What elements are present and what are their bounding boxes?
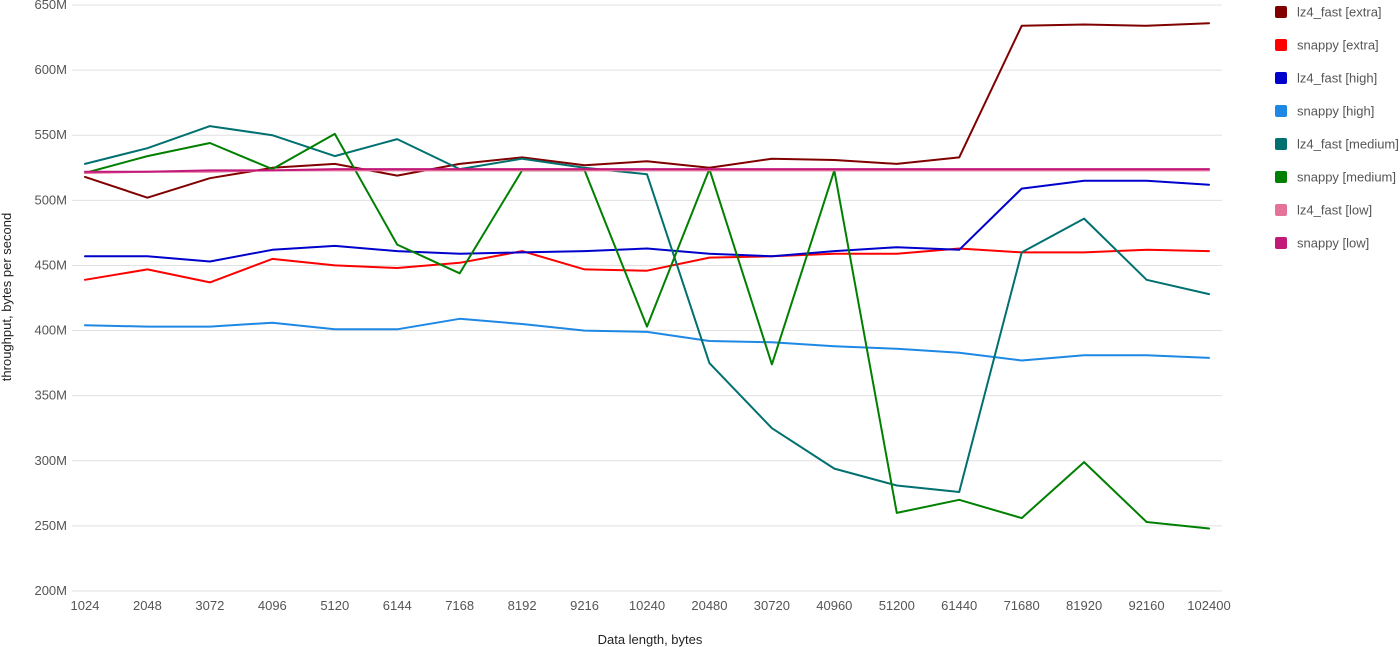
legend-item[interactable]: snappy [high] — [1275, 104, 1374, 119]
x-tick-label: 10240 — [629, 598, 665, 613]
y-tick-label: 200M — [34, 583, 67, 598]
y-tick-label: 250M — [34, 518, 67, 533]
y-tick-label: 550M — [34, 127, 67, 142]
x-tick-label: 5120 — [320, 598, 349, 613]
x-tick-label: 102400 — [1187, 598, 1230, 613]
legend-swatch — [1275, 72, 1287, 84]
series-line-4 — [84, 125, 1210, 493]
x-tick-label: 7168 — [445, 598, 474, 613]
legend-label: lz4_fast [high] — [1297, 71, 1377, 86]
legend-item[interactable]: snappy [low] — [1275, 236, 1369, 251]
x-tick-label: 6144 — [383, 598, 412, 613]
legend-swatch — [1275, 204, 1287, 216]
x-tick-label: 1024 — [71, 598, 100, 613]
legend-label: lz4_fast [medium] — [1297, 137, 1399, 152]
y-axis-title: throughput, bytes per second — [0, 213, 14, 381]
x-axis-title: Data length, bytes — [598, 632, 703, 647]
series-line-5 — [84, 132, 1210, 530]
series-line-3 — [84, 317, 1210, 362]
x-tick-label: 9216 — [570, 598, 599, 613]
x-axis-ticks: 1024 2048 3072 4096 5120 6144 7168 8192 9216 1024… — [71, 598, 1231, 613]
x-tick-label: 4096 — [258, 598, 287, 613]
legend-swatch — [1275, 138, 1287, 150]
x-tick-label: 71680 — [1004, 598, 1040, 613]
y-tick-label: 350M — [34, 388, 67, 403]
series-line-2 — [84, 179, 1210, 263]
y-tick-label: 300M — [34, 453, 67, 468]
x-tick-label: 3072 — [195, 598, 224, 613]
legend-label: snappy [extra] — [1297, 38, 1379, 53]
grid-layer — [72, 4, 1222, 592]
legend-item[interactable]: lz4_fast [extra] — [1275, 5, 1382, 20]
x-tick-label: 2048 — [133, 598, 162, 613]
legend-swatch — [1275, 105, 1287, 117]
y-tick-label: 650M — [34, 0, 67, 12]
x-tick-label: 81920 — [1066, 598, 1102, 613]
y-tick-label: 500M — [34, 192, 67, 207]
x-tick-label: 40960 — [816, 598, 852, 613]
y-tick-label: 600M — [34, 62, 67, 77]
y-axis-ticks: 200M 250M 300M 350M 400M 450M 500M 550M 600M 650M — [34, 0, 67, 598]
legend-swatch — [1275, 237, 1287, 249]
legend-label: snappy [medium] — [1297, 170, 1396, 185]
legend-swatch — [1275, 6, 1287, 18]
legend-label: lz4_fast [extra] — [1297, 5, 1382, 20]
legend-item[interactable]: snappy [extra] — [1275, 38, 1379, 53]
legend-label: snappy [high] — [1297, 104, 1374, 119]
x-tick-label: 61440 — [941, 598, 977, 613]
x-tick-label: 8192 — [508, 598, 537, 613]
legend-item[interactable]: snappy [medium] — [1275, 170, 1396, 185]
x-tick-label: 51200 — [879, 598, 915, 613]
y-tick-label: 450M — [34, 257, 67, 272]
y-tick-label: 400M — [34, 323, 67, 338]
legend-item[interactable]: lz4_fast [medium] — [1275, 137, 1399, 152]
legend-swatch — [1275, 39, 1287, 51]
legend-swatch — [1275, 171, 1287, 183]
series-layer — [84, 22, 1210, 530]
x-tick-label: 20480 — [691, 598, 727, 613]
legend-item[interactable]: lz4_fast [high] — [1275, 71, 1377, 86]
legend-label: snappy [low] — [1297, 236, 1369, 251]
legend: lz4_fast [extra] snappy [extra] lz4_fast [… — [1275, 5, 1399, 251]
series-line-7 — [84, 168, 1210, 173]
legend-label: lz4_fast [low] — [1297, 203, 1372, 218]
series-line-0 — [84, 22, 1210, 199]
x-tick-label: 30720 — [754, 598, 790, 613]
x-tick-label: 92160 — [1128, 598, 1164, 613]
legend-item[interactable]: lz4_fast [low] — [1275, 203, 1372, 218]
